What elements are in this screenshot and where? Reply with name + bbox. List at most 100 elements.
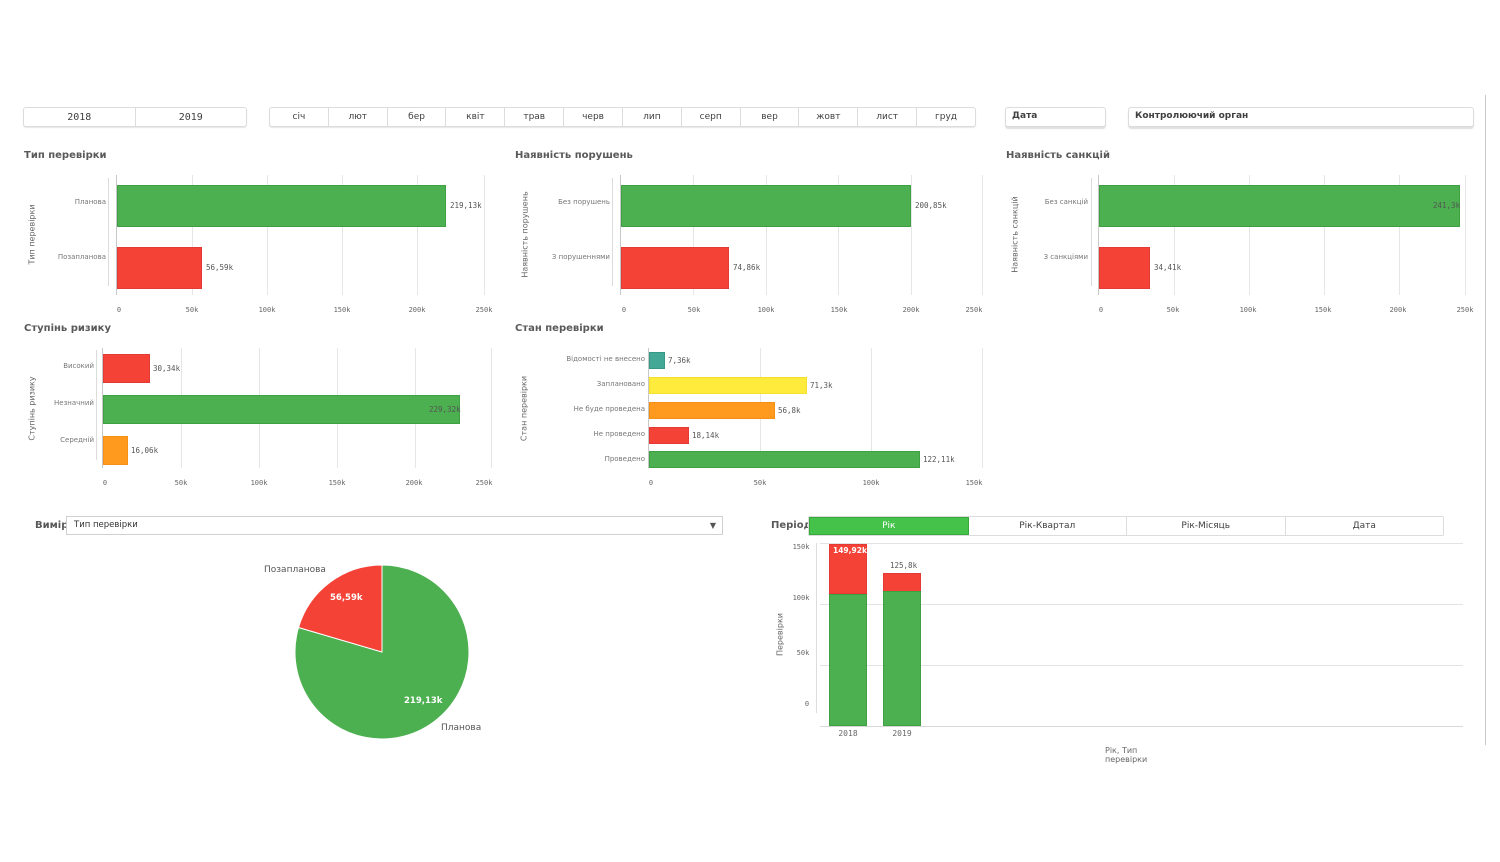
plot-area: 241,3k 34,41k	[1098, 175, 1466, 295]
month-feb[interactable]: лют	[329, 108, 388, 126]
x-tick: 50k	[687, 306, 701, 314]
bar-value: 56,59k	[206, 263, 234, 272]
x-tick: 150k	[965, 479, 983, 487]
y-axis-title: Перевірки	[775, 613, 785, 656]
category-label: З санкціями	[1043, 253, 1088, 261]
pie-value-pozaplanova: 56,59k	[330, 593, 363, 603]
category-label: Без порушень	[558, 198, 610, 206]
x-tick: 250k	[475, 479, 493, 487]
bar-value: 34,41k	[1154, 263, 1182, 272]
bar-2019-pozaplanova[interactable]	[883, 573, 921, 592]
bar-planova[interactable]	[117, 185, 446, 227]
bar-2019-planova[interactable]	[883, 591, 921, 726]
x-tick: 0	[116, 306, 122, 314]
category-label: Позапланова	[57, 253, 106, 261]
bar-value: 122,11k	[923, 455, 955, 464]
y-tick: 50k	[796, 649, 810, 657]
bar-value: 200,85k	[915, 201, 947, 210]
year-2018[interactable]: 2018	[24, 108, 136, 126]
bar-vysokyi[interactable]	[103, 354, 150, 383]
y-tick: 100k	[792, 594, 810, 602]
dimension-dropdown[interactable]: Тип перевірки ▼	[66, 516, 723, 535]
bar-2018-pozaplanova[interactable]	[829, 544, 867, 594]
bar-pozaplanova[interactable]	[117, 247, 202, 289]
bar-total-2019: 125,8k	[890, 561, 918, 570]
x-tick: 2018	[838, 729, 858, 738]
period-selector: Рік Рік-Квартал Рік-Місяць Дата	[808, 516, 1444, 536]
category-label: Без санкцій	[1044, 198, 1088, 206]
gridline	[820, 604, 1463, 605]
bar-bez-sanktsiy[interactable]	[1099, 185, 1460, 227]
x-tick: 50k	[174, 479, 188, 487]
y-tick: 150k	[792, 543, 810, 551]
x-tick: 100k	[862, 479, 880, 487]
pie-slice-pozaplanova[interactable]	[297, 564, 383, 653]
category-label: Високий	[63, 362, 94, 370]
category-label: З порушеннями	[551, 253, 610, 261]
bar-value: 229,32k	[429, 405, 461, 414]
authority-filter[interactable]: Контролюючий орган	[1128, 107, 1474, 127]
month-nov[interactable]: лист	[858, 108, 918, 126]
pie-label-pozaplanova: Позапланова	[264, 565, 326, 575]
x-tick: 0	[621, 306, 627, 314]
x-tick: 250k	[475, 306, 493, 314]
bar-serednii[interactable]	[103, 436, 128, 465]
month-mar[interactable]: бер	[388, 108, 447, 126]
category-label: Незначний	[54, 399, 94, 407]
bar-2018-planova[interactable]	[829, 594, 867, 726]
month-may[interactable]: трав	[505, 108, 565, 126]
bar-z-porushennyamy[interactable]	[621, 247, 729, 289]
x-axis-title: Рік, Тип перевірки	[1105, 746, 1148, 764]
bar-value: 219,13k	[450, 201, 482, 210]
x-tick: 0	[648, 479, 654, 487]
x-tick: 100k	[250, 479, 268, 487]
bar-bez-porushen[interactable]	[621, 185, 911, 227]
chevron-down-icon: ▼	[709, 521, 716, 530]
bar-ne-provedeno[interactable]	[649, 427, 689, 444]
bar-vidomosti-ne-vneseno[interactable]	[649, 352, 665, 369]
category-axis-line	[108, 178, 109, 286]
date-filter[interactable]: Дата	[1005, 107, 1106, 127]
bar-value: 18,14k	[692, 431, 720, 440]
bar-neznachnyi[interactable]	[103, 395, 460, 424]
x-axis-line	[820, 726, 1463, 727]
month-oct[interactable]: жовт	[799, 108, 859, 126]
bar-value: 30,34k	[153, 364, 181, 373]
chart-title-status: Стан перевірки	[515, 323, 604, 334]
bar-total-2018: 149,92k	[833, 546, 867, 555]
bar-value: 241,3k	[1433, 201, 1461, 210]
period-year[interactable]: Рік	[809, 517, 969, 535]
category-label: Проведено	[604, 455, 645, 463]
pie-chart[interactable]	[290, 560, 474, 744]
bar-ne-bude-provedena[interactable]	[649, 402, 775, 419]
bar-value: 71,3k	[810, 381, 833, 390]
month-sep[interactable]: вер	[741, 108, 800, 126]
bar-value: 16,06k	[131, 446, 159, 455]
plot-area: 219,13k 56,59k	[116, 175, 485, 295]
bar-z-sanktsiyamy[interactable]	[1099, 247, 1150, 289]
month-dec[interactable]: груд	[935, 112, 958, 122]
bar-value: 7,36k	[668, 356, 691, 365]
chart-title-risk: Ступінь ризику	[24, 323, 111, 334]
pie-value-planova: 219,13k	[404, 696, 443, 706]
gridline	[820, 665, 1463, 666]
period-date[interactable]: Дата	[1285, 517, 1443, 535]
period-year-quarter[interactable]: Рік-Квартал	[968, 517, 1127, 535]
bar-provedeno[interactable]	[649, 451, 920, 468]
year-2019[interactable]: 2019	[178, 111, 203, 123]
month-jan[interactable]: січ	[270, 108, 329, 126]
category-axis-line	[96, 350, 97, 460]
period-label: Період	[771, 520, 812, 531]
bar-zaplanovano[interactable]	[649, 377, 807, 394]
category-label: Середній	[60, 436, 94, 444]
month-jun[interactable]: черв	[564, 108, 623, 126]
category-label: Відомості не внесено	[566, 355, 645, 363]
month-apr[interactable]: квіт	[446, 108, 506, 126]
plot-area: 7,36k 71,3k 56,8k 18,14k 122,11k	[648, 348, 983, 468]
x-tick: 150k	[830, 306, 848, 314]
month-jul[interactable]: лип	[623, 108, 682, 126]
period-year-month[interactable]: Рік-Місяць	[1127, 517, 1286, 535]
x-tick: 200k	[405, 479, 423, 487]
month-aug[interactable]: серп	[682, 108, 741, 126]
chart-title-violations: Наявність порушень	[515, 150, 633, 161]
